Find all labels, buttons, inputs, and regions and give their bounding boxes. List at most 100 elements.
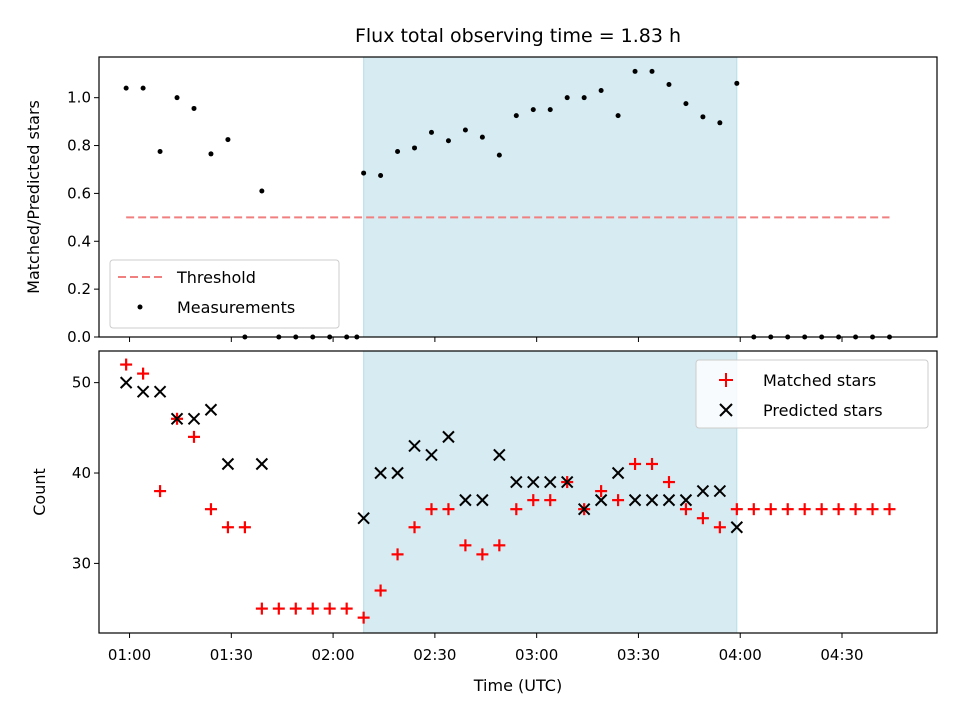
top-y-ticks: 0.0 0.2 0.4 0.6 0.8 1.0 — [67, 89, 99, 346]
predicted-star-point — [425, 448, 438, 462]
predicted-star-point — [187, 412, 201, 425]
predicted-star-point — [476, 493, 489, 507]
measurement-point — [717, 120, 723, 126]
predicted-star-point — [357, 512, 370, 525]
bottom-shaded-interval — [363, 350, 738, 634]
predicted-star-point — [544, 475, 557, 489]
matched-star-point — [221, 521, 234, 534]
bottom-y-axis-label: Count — [30, 468, 49, 516]
matched-stars-points — [120, 358, 896, 624]
predicted-star-point — [153, 385, 167, 398]
matched-star-point — [646, 457, 659, 470]
matched-star-point — [459, 539, 472, 552]
predicted-star-point — [713, 484, 727, 498]
predicted-star-point — [594, 493, 608, 507]
legend-matched-label: Matched stars — [763, 371, 876, 390]
matched-star-point — [883, 503, 896, 516]
matched-star-point — [289, 602, 302, 615]
matched-star-point — [238, 521, 251, 534]
predicted-star-point — [611, 466, 625, 480]
bottom-shade-rect — [363, 350, 738, 634]
predicted-star-point — [374, 466, 387, 480]
measurement-point — [123, 85, 129, 91]
x-tick-label: 04:00 — [719, 646, 762, 664]
measurement-point — [462, 127, 468, 133]
x-tick-label: 02:30 — [413, 646, 456, 664]
bottom-y-ticks: 30 40 50 — [72, 374, 99, 572]
matched-star-point — [713, 521, 726, 534]
measurement-point — [259, 188, 265, 194]
predicted-star-point — [221, 457, 235, 471]
top-plot-frame — [98, 56, 938, 338]
matched-star-point — [137, 367, 150, 380]
measurement-point — [445, 138, 451, 144]
matched-star-point — [357, 611, 370, 624]
bottom-y-tick-label: 40 — [72, 464, 91, 482]
measurement-point — [615, 113, 621, 119]
measurement-point — [191, 105, 197, 111]
predicted-star-point — [696, 484, 710, 498]
matched-star-point — [832, 503, 845, 516]
x-tick-label: 03:00 — [515, 646, 558, 664]
predicted-stars-points — [119, 376, 744, 534]
measurement-point — [378, 172, 384, 178]
matched-star-point — [798, 503, 811, 516]
legend-matched-swatch — [719, 373, 733, 387]
matched-star-point — [374, 584, 387, 597]
matched-star-point — [629, 457, 642, 470]
measurement-point — [428, 129, 434, 135]
bottom-plot-frame — [98, 350, 938, 634]
x-tick-label: 03:30 — [617, 646, 660, 664]
bottom-legend: Matched stars Predicted stars — [695, 359, 929, 429]
legend-measurements-label: Measurements — [177, 298, 295, 317]
x-tick-label: 04:30 — [820, 646, 863, 664]
matched-star-point — [747, 503, 760, 516]
matched-star-point — [527, 494, 540, 507]
top-y-tick-label: 1.0 — [67, 89, 91, 107]
predicted-star-point — [679, 493, 693, 507]
x-tick-label: 02:00 — [311, 646, 354, 664]
top-shaded-interval — [363, 56, 738, 338]
top-y-tick-label: 0.4 — [67, 232, 91, 250]
matched-star-point — [866, 503, 879, 516]
measurement-point — [157, 149, 163, 155]
measurement-point — [581, 95, 587, 101]
top-panel: Flux total observing time = 1.83 h Match… — [24, 25, 938, 346]
predicted-star-point — [645, 493, 659, 507]
matched-star-point — [187, 430, 200, 443]
x-tick-label: 01:00 — [108, 646, 151, 664]
measurement-point — [174, 95, 180, 101]
legend-threshold-label: Threshold — [176, 268, 256, 287]
measurement-point — [700, 114, 706, 120]
legend-predicted-swatch — [719, 403, 733, 417]
top-legend-box — [109, 259, 340, 329]
top-y-tick-label: 0.6 — [67, 184, 91, 202]
top-x-ticks — [129, 337, 843, 342]
top-y-tick-label: 0.2 — [67, 280, 91, 298]
predicted-star-point — [730, 521, 744, 534]
matched-star-point — [781, 503, 794, 516]
matched-star-point — [493, 539, 506, 552]
predicted-star-point — [493, 448, 506, 462]
chart-title: Flux total observing time = 1.83 h — [355, 25, 681, 47]
top-legend: Threshold Measurements — [109, 259, 340, 329]
measurement-point — [632, 68, 638, 74]
measurement-point — [208, 151, 214, 157]
predicted-star-point — [255, 457, 269, 471]
measurement-point — [513, 113, 519, 119]
bottom-legend-box — [695, 359, 929, 429]
predicted-star-point — [527, 475, 540, 489]
matched-star-point — [544, 494, 557, 507]
matched-star-point — [730, 503, 743, 516]
matched-star-point — [442, 503, 455, 516]
top-y-tick-label: 0.8 — [67, 137, 91, 155]
measurement-point — [395, 149, 401, 155]
predicted-star-point — [170, 412, 184, 425]
measurement-point — [547, 107, 553, 113]
matched-star-point — [595, 485, 608, 498]
predicted-star-point — [136, 385, 150, 398]
x-axis-label: Time (UTC) — [473, 676, 562, 695]
matched-star-point — [204, 503, 217, 516]
bottom-y-tick-label: 50 — [72, 374, 91, 392]
